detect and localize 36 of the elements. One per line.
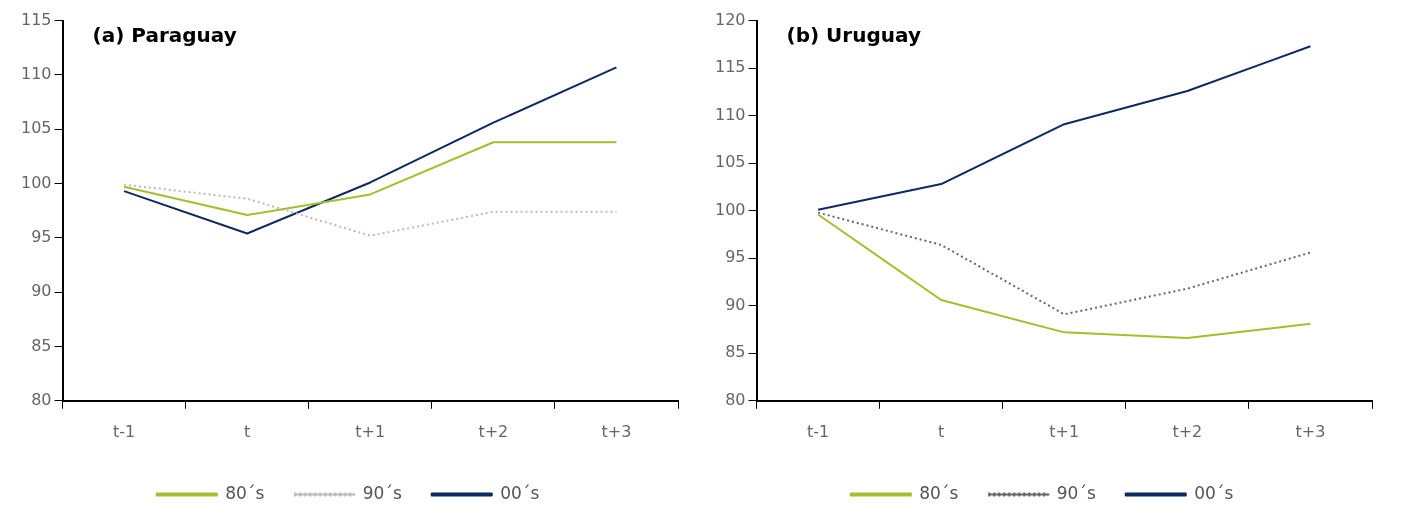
y-tick-label: 105 [714,152,746,172]
x-tick-label: t-1 [112,421,136,441]
legend-label: 00´s [500,482,540,503]
legend-label: 90´s [1056,482,1096,503]
x-tick-label: t+1 [1049,421,1080,441]
y-tick-label: 95 [31,227,52,247]
legend-label: 80´s [919,482,959,503]
y-tick-label: 115 [714,57,746,77]
y-tick-label: 110 [714,104,746,124]
x-tick-label: t+2 [478,421,509,441]
x-tick-label: t [938,421,945,441]
y-tick-label: 90 [31,281,52,301]
y-tick-label: 100 [20,172,52,192]
chart-title: (a) Paraguay [92,22,237,47]
x-tick-label: t+3 [1295,421,1326,441]
chart-title: (b) Uruguay [786,22,921,47]
x-tick-label: t+2 [1172,421,1203,441]
x-tick-label: t+3 [601,421,632,441]
line-series [817,211,1312,316]
y-tick-label: 110 [20,64,52,84]
x-tick-label: t+1 [355,421,386,441]
x-tick-label: t-1 [806,421,830,441]
y-tick-label: 105 [20,118,52,138]
legend-label: 90´s [362,482,402,503]
y-tick-label: 90 [725,294,746,314]
y-tick-label: 85 [31,335,52,355]
y-tick-label: 85 [725,342,746,362]
y-tick-label: 95 [725,247,746,267]
x-tick-label: t [244,421,251,441]
y-tick-label: 100 [714,199,746,219]
y-tick-label: 115 [20,9,52,29]
legend-label: 80´s [225,482,265,503]
y-tick-label: 80 [725,389,746,409]
y-tick-label: 120 [714,9,746,29]
legend-label: 00´s [1194,482,1234,503]
y-tick-label: 80 [31,389,52,409]
